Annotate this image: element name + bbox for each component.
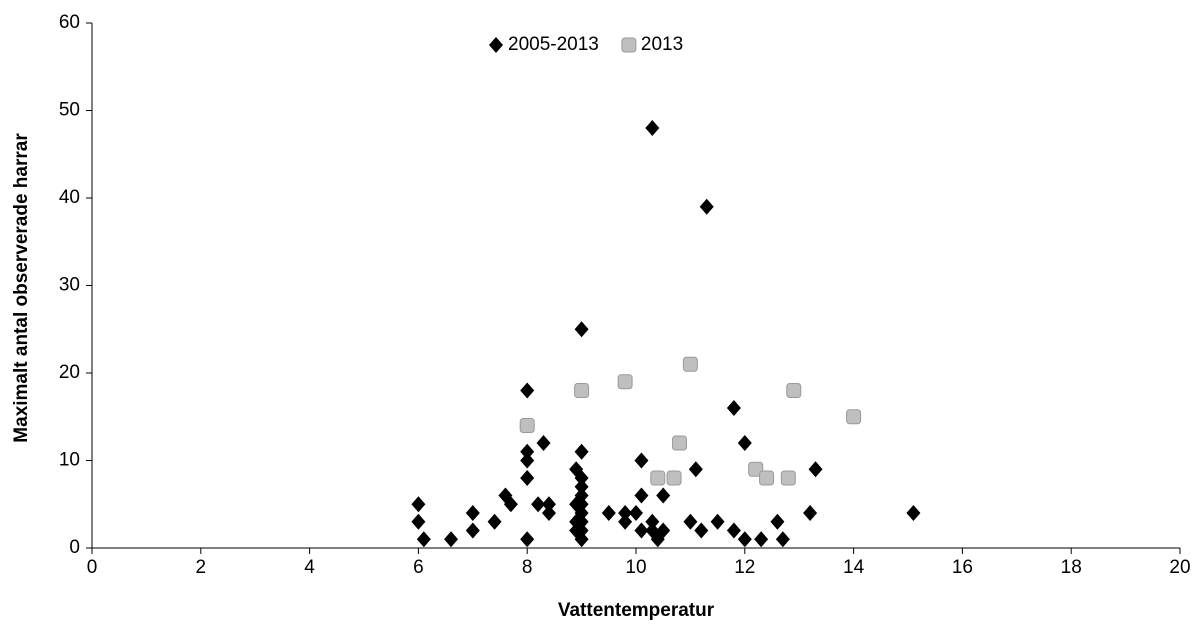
diamond-point [645,120,660,136]
square-point [672,435,688,451]
diamond-point [465,505,480,521]
diamond-point [634,487,649,504]
diamond-point [536,435,551,451]
diamond-point [574,478,589,495]
diamond-point [520,382,535,399]
square-point [666,470,682,486]
diamond-point [803,505,818,521]
y-tick-label: 0 [69,537,80,558]
diamond-point [416,531,431,548]
diamond-point [629,505,643,521]
diamond-point [574,531,589,548]
diamond-point [444,531,459,548]
diamond-point [618,505,633,521]
legend-label: 2005-2013 [508,34,599,55]
diamond-point [531,496,546,513]
diamond-point [574,487,589,504]
diamond-point [487,513,502,530]
square-point [682,356,698,372]
diamond-point [541,496,556,513]
square-point [786,383,802,398]
diamond-point [656,522,671,539]
legend-label: 2013 [641,34,683,55]
diamond-point [411,513,426,530]
y-tick-label: 50 [59,100,80,121]
x-tick-label: 18 [1061,557,1082,578]
y-tick-label: 10 [59,450,80,471]
diamond-point [574,505,589,521]
legend-marker [489,37,503,53]
diamond-point [618,513,633,530]
x-tick-label: 0 [87,557,98,578]
diamond-point [656,487,671,504]
diamond-point [601,505,616,521]
diamond-point [574,513,589,530]
square-point [617,374,633,390]
y-tick-label: 20 [59,362,80,383]
x-tick-label: 4 [304,557,315,578]
x-tick-label: 8 [522,557,533,578]
y-tick-label: 60 [59,12,80,33]
diamond-point [520,531,535,548]
diamond-point [726,522,741,539]
diamond-point [775,531,790,548]
diamond-point [737,435,752,451]
diamond-point [694,522,709,539]
square-point [846,409,862,425]
y-tick-label: 40 [59,187,80,208]
diamond-point [520,470,535,486]
x-axis-title: Vattentemperatur [558,600,715,621]
diamond-point [754,531,769,548]
diamond-point [737,531,752,548]
legend-marker [621,37,637,53]
diamond-point [699,198,714,215]
diamond-point [465,522,480,539]
square-point [650,470,666,486]
diamond-point [574,321,589,338]
diamond-point [411,496,426,513]
square-point [574,383,590,398]
square-point [780,470,796,486]
x-tick-label: 6 [413,557,424,578]
diamond-point [683,513,698,530]
square-point [519,418,535,433]
diamond-point [634,522,649,539]
x-tick-label: 10 [625,557,646,578]
square-point [759,470,775,486]
diamond-point [520,452,535,469]
diamond-point [808,461,823,478]
x-tick-label: 2 [196,557,207,578]
x-tick-label: 20 [1169,557,1190,578]
y-axis-title: Maximalt antal observerade harrar [11,133,32,443]
diamond-point [726,400,741,416]
diamond-point [574,496,589,513]
diamond-point [688,461,703,478]
diamond-point [906,505,921,521]
square-point [748,461,764,477]
diamond-point [574,443,589,460]
diamond-point [503,496,518,513]
diamond-point [541,505,556,521]
diamond-point [574,522,589,539]
y-tick-label: 30 [59,275,80,296]
diamond-point [574,470,589,486]
x-tick-label: 14 [843,557,865,578]
diamond-point [645,513,660,530]
diamond-point [710,513,725,530]
diamond-point [520,443,535,460]
diamond-point [770,513,785,530]
diamond-point [634,452,649,469]
x-tick-label: 16 [952,557,973,578]
x-tick-label: 12 [734,557,755,578]
